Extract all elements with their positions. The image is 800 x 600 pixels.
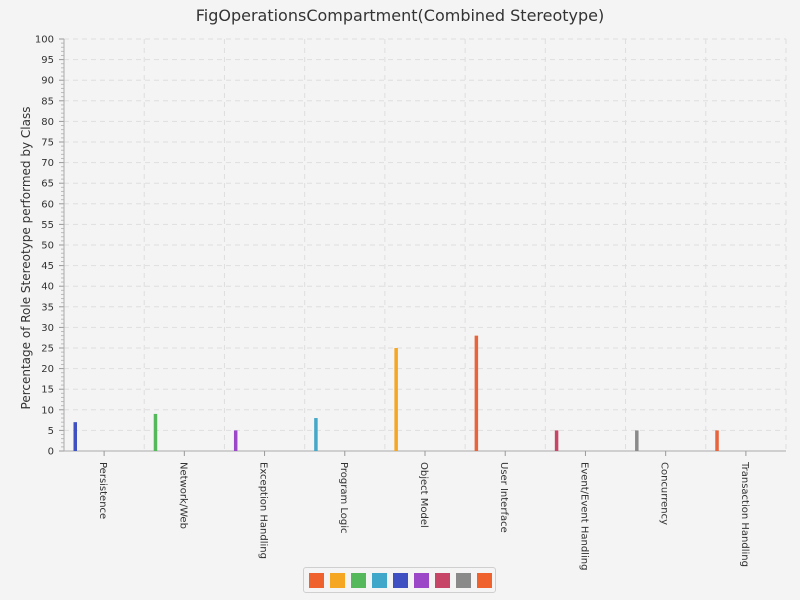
y-tick-label: 40 bbox=[41, 282, 54, 293]
bar bbox=[73, 422, 77, 451]
legend-swatch bbox=[351, 573, 366, 588]
legend-swatch bbox=[435, 573, 450, 588]
bars bbox=[73, 335, 719, 451]
x-tick-label: Program Logic bbox=[338, 462, 349, 534]
x-tick-label: Concurrency bbox=[659, 462, 670, 525]
x-tick-label: Exception Handling bbox=[258, 462, 269, 559]
y-tick-label: 30 bbox=[41, 323, 54, 334]
y-tick-label: 45 bbox=[41, 261, 54, 272]
legend bbox=[303, 567, 496, 593]
y-tick-label: 80 bbox=[41, 117, 54, 128]
y-tick-label: 50 bbox=[41, 241, 54, 252]
legend-swatch bbox=[393, 573, 408, 588]
chart-title: FigOperationsCompartment(Combined Stereo… bbox=[195, 6, 605, 25]
y-tick-label: 20 bbox=[41, 364, 54, 375]
bar bbox=[474, 335, 479, 451]
y-tick-label: 10 bbox=[41, 405, 54, 416]
grid-lines bbox=[64, 38, 787, 451]
y-tick-label: 25 bbox=[41, 344, 54, 355]
y-tick-label: 5 bbox=[48, 426, 54, 437]
y-tick-label: 0 bbox=[48, 447, 54, 458]
y-tick-label: 75 bbox=[41, 138, 54, 149]
y-tick-label: 35 bbox=[41, 302, 54, 313]
y-tick-label: 95 bbox=[41, 55, 54, 66]
legend-swatch bbox=[477, 573, 492, 588]
y-tick-label: 65 bbox=[41, 179, 54, 190]
legend-swatch bbox=[372, 573, 387, 588]
axes bbox=[59, 38, 786, 456]
y-tick-label: 100 bbox=[35, 35, 54, 46]
bar bbox=[715, 430, 719, 451]
y-tick-label: 60 bbox=[41, 199, 54, 210]
bar bbox=[153, 413, 158, 451]
x-tick-label: Persistence bbox=[97, 462, 108, 519]
bar bbox=[314, 418, 318, 451]
x-tick-labels: Persistence Network/Web Exception Handling… bbox=[97, 461, 750, 570]
y-tick-labels: 0 5 10 15 20 25 30 35 40 45 50 55 60 65 70 75 80 85 90 95 10… bbox=[35, 35, 54, 458]
bar bbox=[394, 348, 398, 451]
y-tick-label: 90 bbox=[41, 76, 54, 87]
bar bbox=[554, 430, 559, 451]
x-tick-label: Object Model bbox=[418, 462, 429, 528]
x-tick-label: Network/Web bbox=[177, 462, 188, 529]
bar bbox=[233, 430, 238, 451]
legend-swatch bbox=[414, 573, 429, 588]
y-tick-label: 85 bbox=[41, 96, 54, 107]
x-tick-label: Transaction Handling bbox=[739, 461, 750, 567]
legend-swatch bbox=[330, 573, 345, 588]
bar bbox=[635, 430, 639, 451]
y-tick-label: 55 bbox=[41, 220, 54, 231]
legend-swatch bbox=[309, 573, 324, 588]
y-tick-label: 15 bbox=[41, 385, 54, 396]
legend-swatch bbox=[456, 573, 471, 588]
x-tick-label: User Interface bbox=[498, 462, 509, 533]
x-tick-label: Event/Event Handling bbox=[578, 462, 589, 570]
y-tick-label: 70 bbox=[41, 158, 54, 169]
